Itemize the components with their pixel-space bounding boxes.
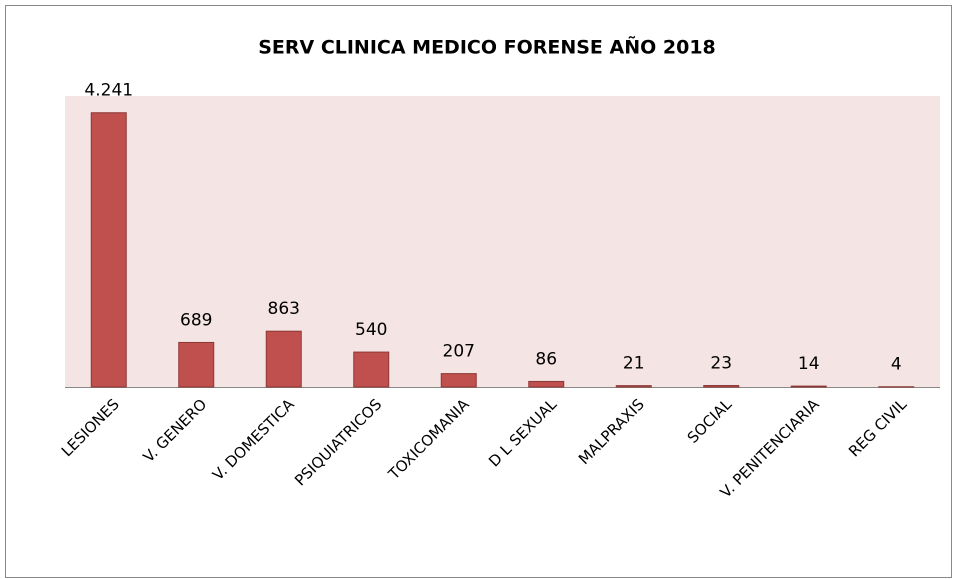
data-label: 540 — [355, 320, 387, 340]
bar — [90, 112, 127, 388]
data-label: 207 — [443, 342, 475, 362]
bar — [265, 330, 302, 388]
data-label: 4 — [891, 355, 902, 375]
data-label: 689 — [180, 310, 212, 330]
data-label: 14 — [798, 354, 820, 374]
bar — [703, 385, 740, 388]
plot-area — [65, 96, 940, 387]
bar — [528, 380, 565, 388]
bar — [790, 385, 827, 388]
bar — [615, 385, 652, 388]
chart-title: SERV CLINICA MEDICO FORENSE AÑO 2018 — [258, 35, 716, 59]
data-label: 86 — [535, 349, 557, 369]
bar — [440, 373, 477, 388]
data-label: 863 — [268, 299, 300, 319]
bar — [353, 351, 390, 388]
data-label: 23 — [710, 354, 732, 374]
data-label: 21 — [623, 354, 645, 374]
bar — [178, 341, 215, 388]
data-label: 4.241 — [84, 81, 133, 101]
